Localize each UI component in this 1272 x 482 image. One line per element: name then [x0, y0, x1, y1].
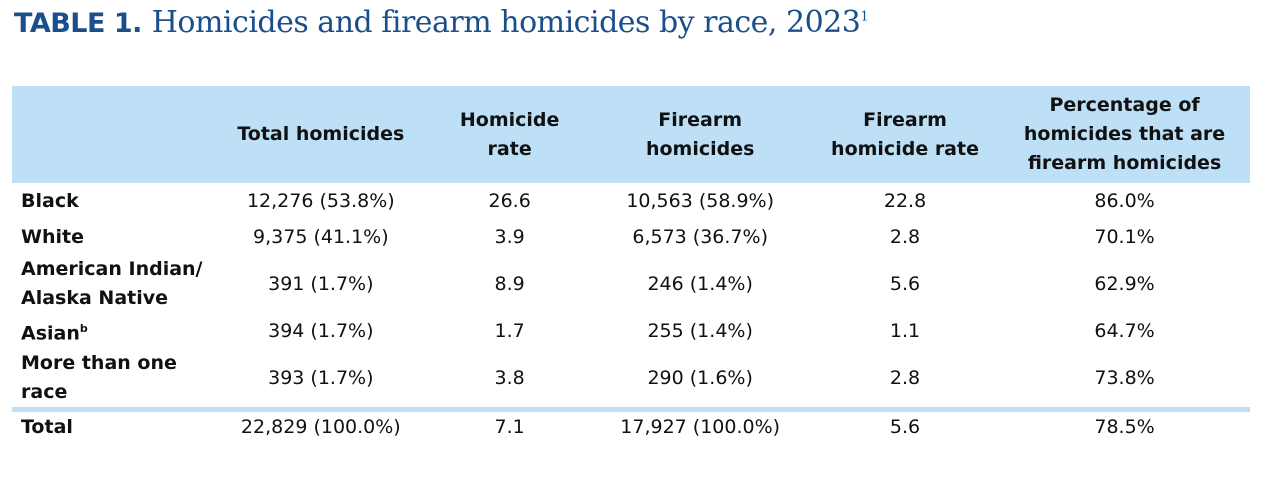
homicides-table: Total homicides Homicide rate Firearm ho…	[12, 86, 1250, 442]
cell-rate: 26.6	[488, 189, 531, 212]
cell-pct: 62.9%	[1094, 272, 1155, 295]
cell-total: 9,375 (41.1%)	[253, 225, 389, 248]
cell-pct: 73.8%	[1094, 366, 1155, 389]
row-label-text: More than one race	[21, 352, 177, 403]
row-label: More than one race	[12, 349, 212, 410]
header-firearm: Firearm homicides	[645, 108, 755, 160]
header-total: Total homicides	[237, 123, 405, 145]
cell-rate: 1.7	[494, 319, 525, 342]
row-label: Asianb	[12, 313, 212, 349]
row-label-text: Black	[21, 189, 79, 212]
cell-firearm: 255 (1.4%)	[647, 319, 753, 342]
table-row: White 9,375 (41.1%) 3.9 6,573 (36.7%) 2.8 70.…	[12, 219, 1250, 255]
header-row: Total homicides Homicide rate Firearm ho…	[12, 86, 1250, 183]
cell-rate: 8.9	[494, 272, 525, 295]
cell-total: 391 (1.7%)	[268, 272, 374, 295]
header-rate: Homicide rate	[459, 108, 560, 160]
row-label-text: White	[21, 225, 84, 248]
total-pct: 78.5%	[999, 407, 1250, 442]
table-label: TABLE 1.	[14, 8, 142, 39]
header-pct: Percentage of homicides that are firearm…	[1023, 94, 1226, 174]
row-label-text: Asian	[21, 322, 80, 345]
total-firearm_rate: 5.6	[810, 407, 1000, 442]
table-row: More than one race 393 (1.7%) 3.8 290 (1.6%…	[12, 349, 1250, 410]
cell-rate: 3.8	[494, 366, 525, 389]
cell-pct: 86.0%	[1094, 189, 1155, 212]
cell-rate: 3.9	[494, 225, 525, 248]
header-race	[12, 86, 212, 183]
header-firearm-rate: Firearm homicide rate	[831, 108, 979, 160]
cell-firearm: 6,573 (36.7%)	[632, 225, 768, 248]
total-firearm: 17,927 (100.0%)	[589, 407, 811, 442]
footnote-marker: b	[79, 321, 88, 335]
cell-firearm_rate: 2.8	[889, 366, 921, 389]
total-total: 22,829 (100.0%)	[211, 407, 430, 442]
table-row: American Indian/ Alaska Native 391 (1.7%)…	[12, 255, 1250, 313]
row-label: American Indian/ Alaska Native	[12, 255, 212, 313]
row-label: White	[12, 219, 212, 255]
cell-firearm: 246 (1.4%)	[647, 272, 753, 295]
table-row: Asianb 394 (1.7%) 1.7 255 (1.4%) 1.1 64.7%	[12, 313, 1250, 349]
cell-firearm_rate: 1.1	[889, 319, 921, 342]
cell-total: 394 (1.7%)	[268, 319, 374, 342]
cell-pct: 70.1%	[1094, 225, 1155, 248]
cell-firearm: 290 (1.6%)	[647, 366, 753, 389]
cell-pct: 64.7%	[1094, 319, 1155, 342]
row-label: Black	[12, 183, 212, 219]
cell-firearm_rate: 5.6	[889, 272, 921, 295]
footnote-marker: 1	[860, 9, 869, 25]
cell-total: 393 (1.7%)	[268, 366, 374, 389]
cell-firearm: 10,563 (58.9%)	[626, 189, 775, 212]
cell-total: 12,276 (53.8%)	[246, 189, 395, 212]
cell-firearm_rate: 22.8	[883, 189, 927, 212]
row-label-text: American Indian/ Alaska Native	[21, 258, 203, 309]
row-label: Total	[12, 407, 212, 442]
table-title-text: Homicides and firearm homicides by race,…	[151, 5, 861, 40]
total-rate: 7.1	[429, 407, 590, 442]
cell-firearm_rate: 2.8	[889, 225, 921, 248]
total-row: Total 22,829 (100.0%) 7.1 17,927 (100.0%) 5.…	[12, 407, 1250, 442]
table-title: TABLE 1. Homicides and firearm homicides…	[14, 4, 869, 40]
table-row: Black 12,276 (53.8%) 26.6 10,563 (58.9%) 22.…	[12, 183, 1250, 219]
